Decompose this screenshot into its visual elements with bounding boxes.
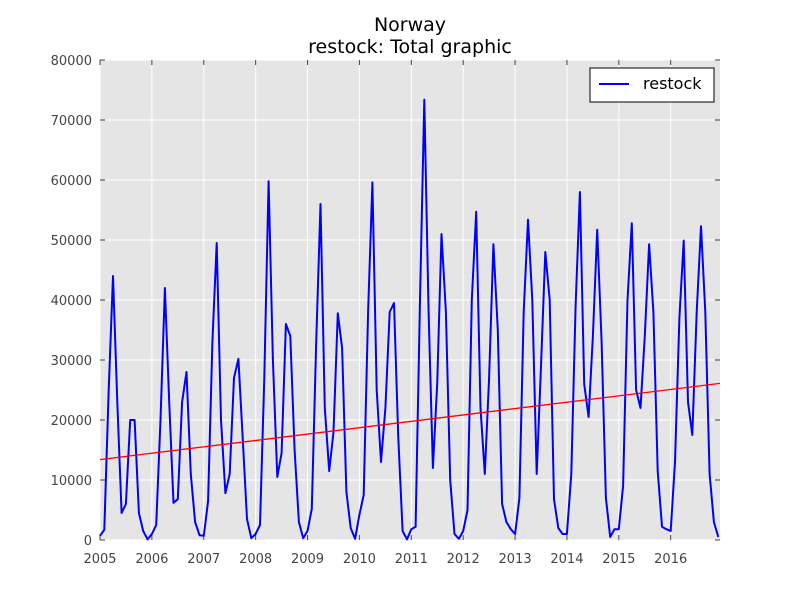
- y-tick-label: 0: [84, 534, 92, 549]
- gridlines: [99, 59, 720, 541]
- x-tick-label: 2014: [550, 552, 583, 567]
- y-tick-label: 50000: [51, 234, 92, 249]
- x-tick-label: 2009: [291, 552, 324, 567]
- trend-line: [99, 382, 721, 461]
- y-tick-label: 20000: [51, 414, 92, 429]
- legend-label-restock: restock: [643, 74, 702, 93]
- y-tick-label: 30000: [51, 354, 92, 369]
- series-layer: [99, 98, 721, 541]
- x-tick-label: 2006: [135, 552, 168, 567]
- series-line-restock: [99, 98, 720, 541]
- x-tick-label: 2008: [239, 552, 272, 567]
- y-tick-label: 60000: [51, 174, 92, 189]
- y-tick-label: 40000: [51, 294, 92, 309]
- x-tick-label: 2015: [602, 552, 635, 567]
- chart-title: Norway: [374, 14, 446, 36]
- x-tick-label: 2010: [343, 552, 376, 567]
- x-tick-label: 2005: [83, 552, 116, 567]
- legend: restock: [589, 67, 715, 103]
- x-tick-label: 2007: [187, 552, 220, 567]
- x-tick-label: 2013: [499, 552, 532, 567]
- x-tick-label: 2012: [447, 552, 480, 567]
- chart-subtitle: restock: Total graphic: [308, 36, 512, 58]
- x-tick-label: 2011: [395, 552, 428, 567]
- axis-ticks: 2005 2006 2007 2008 2009 2010 2011 2012 2013 2014…: [51, 54, 720, 567]
- y-tick-label: 70000: [51, 114, 92, 129]
- x-tick-label: 2016: [654, 552, 687, 567]
- y-tick-label: 80000: [51, 54, 92, 69]
- y-tick-label: 10000: [51, 474, 92, 489]
